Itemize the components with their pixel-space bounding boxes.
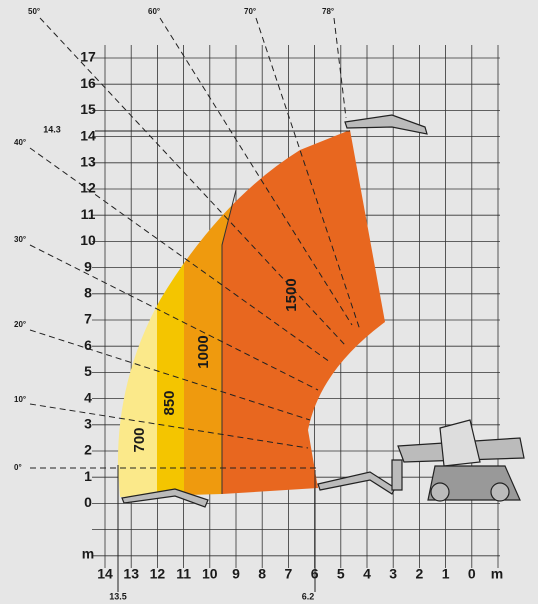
load-chart: 700 850 1000 1500 50° 60° 70° 78° 40° 30… (0, 0, 538, 604)
x-tick-label: 13 (123, 566, 139, 582)
max-reach-label: 13.5 (109, 591, 127, 601)
x-tick-label: 14 (97, 566, 113, 582)
x-tick-label: 2 (416, 566, 424, 582)
angle-label: 10° (14, 395, 26, 404)
zone-label: 700 (131, 427, 148, 452)
y-tick-label: 12 (80, 180, 96, 196)
x-tick-label: 1 (442, 566, 450, 582)
x-tick-label: 4 (363, 566, 371, 582)
y-tick-label: 15 (80, 101, 96, 117)
y-unit: m (82, 546, 94, 562)
x-tick-label: 8 (258, 566, 266, 582)
x-tick-label: 0 (468, 566, 476, 582)
y-tick-label: 13 (80, 154, 96, 170)
angle-label: 50° (28, 7, 40, 16)
angle-label: 78° (322, 7, 334, 16)
y-tick-label: 7 (84, 311, 92, 327)
x-unit: m (491, 566, 503, 582)
y-tick-label: 5 (84, 363, 92, 379)
zone-label: 1000 (195, 335, 212, 368)
y-tick-label: 17 (80, 49, 96, 65)
angle-label: 70° (244, 7, 256, 16)
x-tick-label: 6 (311, 566, 319, 582)
x-tick-label: 12 (150, 566, 166, 582)
y-tick-label: 0 (84, 494, 92, 510)
x-tick-label: 7 (285, 566, 293, 582)
y-tick-label: 4 (84, 389, 92, 405)
y-tick-label: 16 (80, 75, 96, 91)
y-tick-label: 14 (80, 127, 96, 143)
angle-label: 60° (148, 7, 160, 16)
y-tick-label: 10 (80, 232, 96, 248)
y-tick-label: 8 (84, 285, 92, 301)
angle-label: 40° (14, 138, 26, 147)
y-tick-label: 1 (84, 468, 92, 484)
angle-label: 30° (14, 235, 26, 244)
y-tick-label: 3 (84, 416, 92, 432)
angle-label: 0° (14, 463, 22, 472)
x-tick-label: 5 (337, 566, 345, 582)
zone-label: 850 (161, 390, 178, 415)
zone-label: 1500 (283, 278, 300, 311)
y-tick-label: 6 (84, 337, 92, 353)
max-height-label: 14.3 (43, 124, 61, 134)
y-tick-label: 2 (84, 442, 92, 458)
x-tick-label: 10 (202, 566, 218, 582)
x-tick-label: 3 (389, 566, 397, 582)
angle-label: 20° (14, 320, 26, 329)
min-reach-label: 6.2 (302, 591, 315, 601)
x-tick-label: 11 (176, 566, 191, 582)
y-tick-label: 9 (84, 258, 92, 274)
x-tick-label: 9 (232, 566, 240, 582)
y-tick-label: 11 (81, 206, 96, 222)
